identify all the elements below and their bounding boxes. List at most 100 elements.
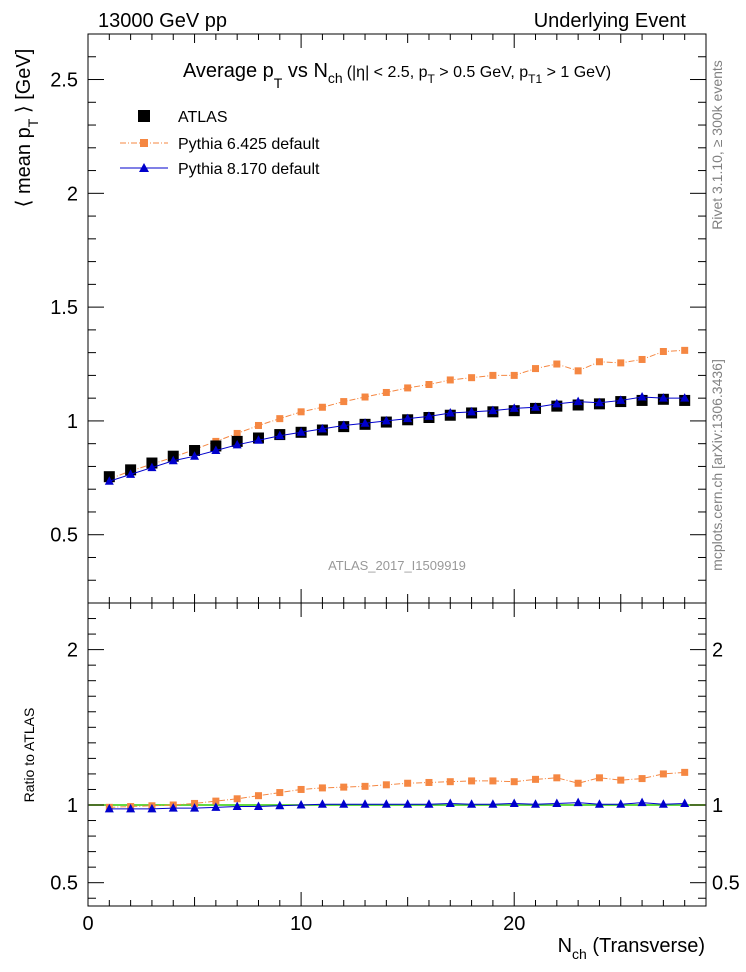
x-axis-label: Nch (Transverse) bbox=[558, 935, 705, 962]
ylabel-subscript: T bbox=[25, 118, 41, 127]
main-pythia8-point bbox=[339, 420, 349, 429]
main-pythia6-point bbox=[276, 415, 284, 423]
main-pythia6-point bbox=[468, 374, 476, 382]
main-pythia6-point bbox=[681, 346, 689, 354]
main-pythia8-point bbox=[531, 402, 541, 411]
main-pythia6-point bbox=[254, 421, 262, 429]
main-pythia8-point bbox=[616, 395, 626, 404]
ratio-pythia6-point bbox=[254, 792, 262, 800]
ratio-pythia8-point bbox=[680, 798, 690, 807]
main-axis-ticks: 0.5 1 1.5 2 2.5 bbox=[50, 33, 706, 603]
main-pythia8-point bbox=[211, 445, 221, 455]
title-nch-subscript: ch bbox=[328, 70, 343, 86]
main-y-axis-label: ⟨ mean pT ⟩ [GeV] bbox=[13, 49, 41, 208]
ratio-pythia6-point bbox=[681, 768, 689, 776]
ratio-pythia6-point bbox=[382, 781, 390, 789]
ratio-pythia8-point bbox=[424, 799, 434, 808]
xlabel-suffix: (Transverse) bbox=[587, 935, 705, 957]
ratio-pythia6-point bbox=[574, 779, 582, 787]
main-series-group bbox=[103, 346, 691, 485]
ratio-pythia6-point bbox=[425, 778, 433, 786]
ratio-pythia6-point bbox=[446, 778, 454, 786]
main-pythia8-point bbox=[680, 393, 690, 402]
ratio-pythia8-point bbox=[147, 803, 157, 813]
xlabel-prefix: N bbox=[558, 935, 572, 957]
ratio-pythia8-point bbox=[317, 799, 327, 808]
ratio-pythia6-point bbox=[361, 782, 369, 790]
ratio-pythia8-point bbox=[360, 799, 370, 808]
main-pythia8-point bbox=[488, 405, 498, 415]
ratio-pythia8-line bbox=[109, 802, 685, 810]
mcplots-label: mcplots.cern.ch [arXiv:1306.3436] bbox=[709, 359, 725, 571]
ratio-y-tick-label-right: 0.5 bbox=[712, 873, 740, 895]
ratio-pythia8-point bbox=[616, 799, 626, 808]
ratio-pythia6-point bbox=[318, 784, 326, 792]
ylabel-prefix: ⟨ mean p bbox=[13, 127, 35, 207]
main-pythia8-point bbox=[594, 397, 604, 407]
main-pythia6-point bbox=[425, 381, 433, 389]
analysis-id: ATLAS_2017_I1509919 bbox=[328, 558, 466, 573]
ratio-pythia8-point bbox=[168, 803, 178, 812]
main-y-tick-label: 2.5 bbox=[50, 70, 78, 92]
ratio-pythia6-point bbox=[276, 789, 284, 797]
ratio-pythia8-point bbox=[190, 803, 200, 812]
main-pythia8-point bbox=[467, 406, 477, 416]
legend-atlas-label: ATLAS bbox=[178, 109, 228, 126]
main-pythia6-point bbox=[532, 365, 540, 373]
ratio-pythia6-point bbox=[404, 779, 412, 787]
main-y-tick-label: 0.5 bbox=[50, 525, 78, 547]
energy-label: 13000 GeV pp bbox=[98, 10, 227, 32]
ratio-pythia6-point bbox=[212, 797, 220, 805]
main-pythia8-point bbox=[232, 439, 242, 449]
main-pythia8-point bbox=[381, 415, 391, 425]
plot-title: Average pT vs Nch (|η| < 2.5, pT > 0.5 Ge… bbox=[183, 60, 611, 91]
ratio-pythia8-point bbox=[488, 799, 498, 808]
process-label: Underlying Event bbox=[534, 10, 687, 32]
main-pythia8-point bbox=[424, 411, 434, 420]
main-y-tick-label: 2 bbox=[67, 183, 78, 205]
ratio-pythia6-line bbox=[109, 771, 685, 808]
main-pythia6-point bbox=[446, 376, 454, 384]
ratio-pythia8-point bbox=[126, 803, 136, 813]
main-pythia6-point bbox=[318, 403, 326, 411]
main-pythia8-point bbox=[275, 430, 285, 440]
ratio-pythia6-point bbox=[489, 777, 497, 785]
ratio-pythia8-point bbox=[275, 800, 285, 810]
main-pythia6-point bbox=[617, 359, 625, 367]
main-pythia6-point bbox=[404, 384, 412, 392]
title-cut-pt1-subscript: T1 bbox=[528, 72, 542, 86]
main-pythia6-point bbox=[638, 355, 646, 363]
ratio-pythia8-point bbox=[467, 799, 477, 808]
main-pythia8-line bbox=[109, 396, 685, 482]
ratio-pythia8-point bbox=[509, 798, 519, 807]
ratio-y-tick-label-left: 0.5 bbox=[50, 873, 78, 895]
main-pythia6-point bbox=[297, 408, 305, 416]
main-pythia6-point bbox=[382, 388, 390, 396]
ratio-pythia8-point bbox=[296, 800, 306, 809]
ratio-pythia6-point bbox=[340, 783, 348, 791]
ratio-y-axis-label: Ratio to ATLAS bbox=[21, 708, 37, 803]
ratio-pythia8-point bbox=[232, 801, 242, 811]
main-y-tick-label: 1 bbox=[67, 411, 78, 433]
ratio-axis-ticks: 0 10 20 0.5 0.5 1 1 2 2 bbox=[50, 602, 740, 935]
ratio-pythia6-point bbox=[297, 785, 305, 793]
ratio-pythia8-point bbox=[403, 799, 413, 808]
ratio-pythia8-point bbox=[253, 801, 263, 811]
main-pythia8-point bbox=[253, 435, 263, 444]
main-pythia6-point bbox=[553, 360, 561, 368]
ratio-pythia6-point bbox=[659, 770, 667, 778]
main-pythia6-point bbox=[340, 398, 348, 406]
ratio-pythia8-point bbox=[531, 799, 541, 808]
rivet-label: Rivet 3.1.10, ≥ 300k events bbox=[709, 60, 725, 230]
ratio-pythia8-point bbox=[339, 799, 349, 808]
ratio-pythia6-point bbox=[595, 774, 603, 782]
main-pythia8-point bbox=[360, 418, 370, 427]
legend-pythia8-label: Pythia 8.170 default bbox=[178, 161, 320, 178]
main-pythia8-point bbox=[190, 451, 200, 460]
ratio-pythia6-point bbox=[638, 775, 646, 783]
main-pythia8-point bbox=[317, 423, 327, 433]
ratio-pythia8-point bbox=[104, 803, 114, 813]
title-pt-subscript: T bbox=[274, 75, 283, 91]
ratio-pythia8-point bbox=[211, 802, 221, 811]
title-cuts: (|η| < 2.5, p bbox=[347, 64, 428, 81]
